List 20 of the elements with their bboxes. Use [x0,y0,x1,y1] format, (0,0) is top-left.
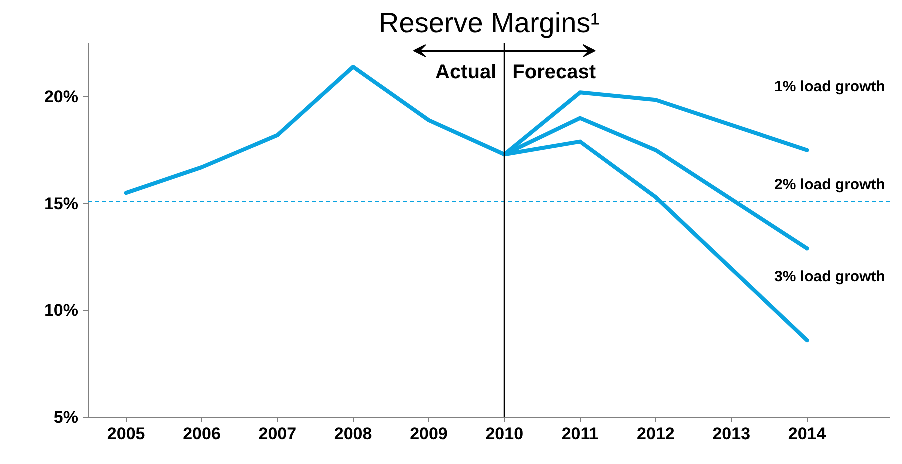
x-tick-label: 2011 [562,424,599,444]
x-tick-label: 2014 [788,424,827,444]
x-tick-label: 2006 [183,424,221,444]
x-tick-label: 2010 [486,424,524,444]
x-tick-label: 2012 [637,424,675,444]
text: 1% load growth [774,78,886,96]
x-tick-label: 2007 [258,424,297,444]
y-tick-label: 5% [54,408,79,427]
x-tick-label: 2008 [334,424,372,444]
y-tick-label: 15% [44,194,79,214]
x-tick-label: 2005 [107,424,146,444]
x-tick-label: 2013 [712,424,751,444]
y-tick-label: 10% [44,301,79,320]
y-tick-label: 20% [44,87,79,106]
series-label: 2% load growth [774,176,886,194]
x-tick-label: 2009 [410,424,448,444]
series-label: 3% load growth [774,268,886,286]
annotation: Actual [436,62,497,84]
chart-title: Reserve Margins¹ [379,8,600,38]
annotation: Forecast [512,62,596,84]
